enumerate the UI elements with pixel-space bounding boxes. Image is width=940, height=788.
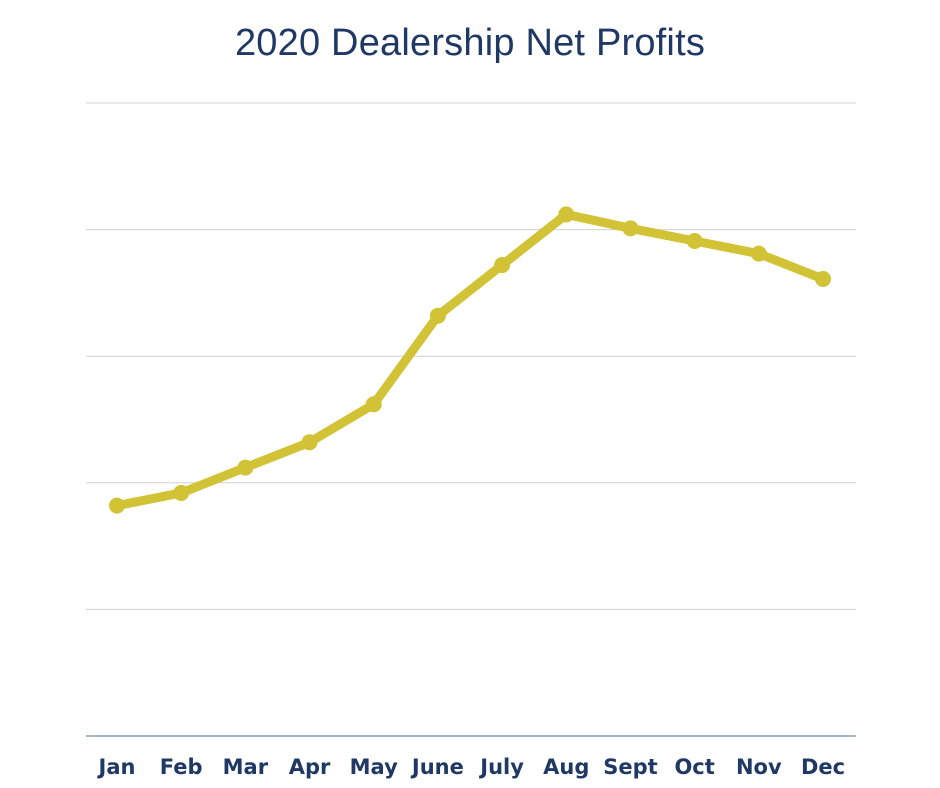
- x-tick-label: Dec: [801, 755, 845, 779]
- data-points: [109, 206, 831, 514]
- series-line-1: [112, 209, 828, 511]
- data-point-feb: [173, 484, 190, 501]
- x-tick-label: Apr: [289, 755, 331, 779]
- x-tick-label: Nov: [736, 755, 782, 779]
- x-tick-label: June: [410, 755, 464, 779]
- x-tick-label: Jan: [97, 755, 136, 779]
- gridlines: [86, 102, 856, 610]
- data-point-july: [494, 257, 511, 274]
- data-point-jan: [109, 497, 125, 514]
- data-point-apr: [301, 434, 318, 451]
- data-point-nov: [750, 245, 767, 262]
- x-tick-label: Feb: [160, 755, 203, 779]
- x-tick-label: Mar: [223, 755, 269, 779]
- x-tick-label: July: [478, 755, 524, 779]
- data-point-dec: [815, 270, 831, 287]
- data-point-oct: [686, 232, 703, 249]
- data-point-aug: [558, 206, 575, 223]
- x-tick-label: May: [350, 755, 398, 779]
- x-tick-label: Oct: [674, 755, 714, 779]
- data-point-mar: [237, 459, 254, 476]
- x-tick-label: Sept: [603, 755, 657, 779]
- x-tick-labels: Jan Feb Mar Apr May June July Aug Sept Oct Nov Dec: [97, 755, 846, 779]
- data-point-sept: [622, 220, 639, 237]
- series-line: [112, 209, 828, 511]
- chart-title: 2020 Dealership Net Profits: [234, 22, 706, 64]
- x-tick-label: Aug: [543, 755, 589, 779]
- data-point-may: [365, 396, 382, 413]
- data-point-june: [429, 307, 446, 324]
